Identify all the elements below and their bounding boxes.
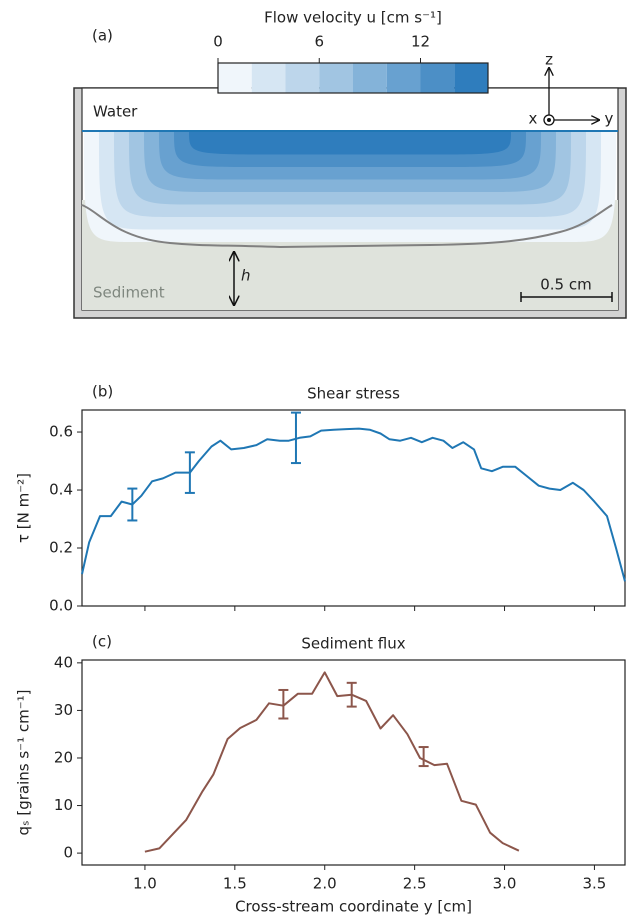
colorbar-bin <box>218 63 252 93</box>
data-line <box>144 671 520 853</box>
x-tick-label: 2.5 <box>403 875 427 893</box>
error-bar <box>184 451 195 494</box>
error-bar <box>127 487 138 522</box>
colorbar-tick-label: 12 <box>411 33 430 51</box>
panel-label: (b) <box>92 383 113 401</box>
colorbar-bin <box>353 63 387 93</box>
x-tick-label: 3.5 <box>583 875 607 893</box>
error-bar <box>418 746 429 768</box>
y-tick-label: 20 <box>54 748 73 766</box>
error-bar <box>278 688 289 720</box>
colorbar-tick-label: 0 <box>213 33 223 51</box>
x-tick-label: 1.0 <box>133 875 157 893</box>
panel-label: (c) <box>92 633 112 651</box>
y-tick-label: 0.4 <box>49 481 73 499</box>
sediment-label: Sediment <box>93 284 165 302</box>
y-tick-label: 40 <box>54 653 73 671</box>
y-tick-label: 0.0 <box>49 597 73 615</box>
axis-z-label: z <box>545 51 553 69</box>
colorbar-bin <box>251 63 286 93</box>
panel-title: Shear stress <box>307 385 400 403</box>
colorbar-tick-label: 6 <box>314 33 324 51</box>
colorbar-bin <box>386 63 421 93</box>
colorbar-bin <box>420 63 455 93</box>
y-tick-label: 0.6 <box>49 423 73 441</box>
colorbar-bin <box>285 63 320 93</box>
velocity-contour <box>189 131 511 155</box>
x-tick-label: 1.5 <box>223 875 247 893</box>
y-tick-label: 0 <box>63 844 73 862</box>
axes-frame <box>81 659 626 866</box>
axis-origin-dot <box>547 118 551 122</box>
colorbar-frame <box>217 62 489 94</box>
y-axis-label: τ [N m⁻²] <box>15 473 33 543</box>
y-tick-label: 0.2 <box>49 539 73 557</box>
axes-frame <box>81 409 626 607</box>
x-tick-label: 3.0 <box>493 875 517 893</box>
y-axis-label: qₛ [grains s⁻¹ cm⁻¹] <box>15 689 33 835</box>
panel-label: (a) <box>92 27 113 45</box>
data-line <box>81 427 626 582</box>
water-label: Water <box>93 103 138 121</box>
x-tick-label: 2.0 <box>313 875 337 893</box>
x-axis-label: Cross-stream coordinate y [cm] <box>235 898 472 916</box>
colorbar-bin <box>454 63 488 93</box>
depth-label: h <box>241 267 251 285</box>
error-bar <box>290 411 301 465</box>
axis-x-label: x <box>529 110 538 128</box>
y-tick-label: 30 <box>54 701 73 719</box>
error-bar <box>346 681 357 708</box>
bed-line <box>81 204 613 249</box>
colorbar-bin <box>319 63 353 93</box>
colorbar-title: Flow velocity u [cm s⁻¹] <box>264 9 442 27</box>
panel-title: Sediment flux <box>301 635 405 653</box>
y-tick-label: 10 <box>54 796 73 814</box>
scale-label: 0.5 cm <box>540 276 591 294</box>
axis-y-label: y <box>605 110 614 128</box>
